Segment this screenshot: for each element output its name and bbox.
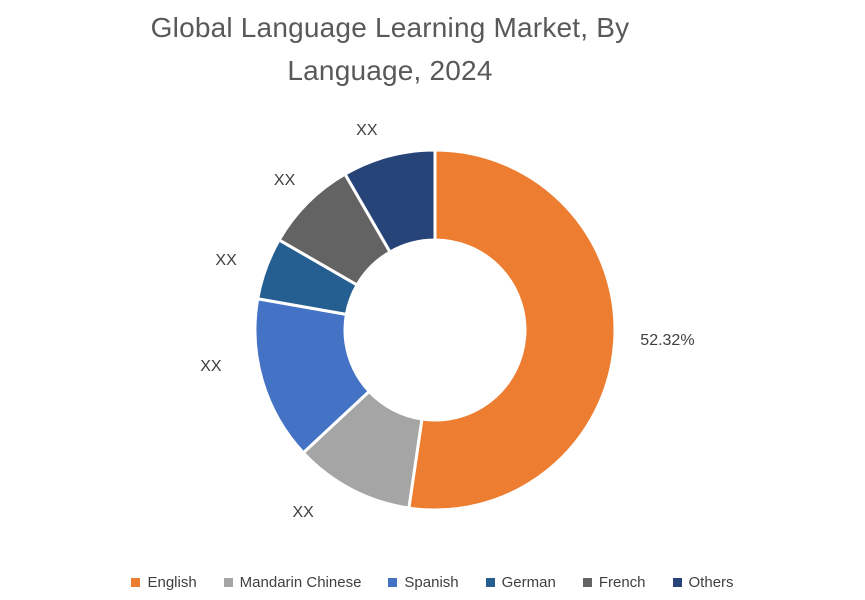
legend-item-mandarin-chinese: Mandarin Chinese	[223, 574, 362, 591]
slice-english	[407, 148, 617, 512]
legend-item-others: Others	[672, 574, 734, 591]
legend-swatch-french	[582, 578, 592, 587]
legend-item-spanish: Spanish	[388, 574, 459, 591]
legend-label: Others	[688, 574, 734, 591]
chart-title-line1: Global Language Learning Market, By	[150, 12, 630, 43]
data-label-mandarin-chinese: XX	[292, 504, 314, 522]
data-label-german: XX	[215, 251, 237, 269]
chart-title-line2: Language, 2024	[287, 55, 493, 86]
legend-item-english: English	[131, 574, 197, 591]
legend-swatch-mandarin-chinese	[223, 578, 233, 587]
chart-title: Global Language Learning Market, By Lang…	[0, 6, 780, 92]
legend-swatch-spanish	[388, 578, 398, 587]
data-label-english: 52.32%	[640, 331, 695, 349]
slice-others	[343, 148, 437, 254]
legend-item-french: French	[582, 574, 646, 591]
legend-label: German	[501, 574, 556, 591]
data-label-spanish: XX	[200, 357, 222, 375]
legend-label: French	[598, 574, 646, 591]
legend-label: Mandarin Chinese	[239, 574, 362, 591]
data-label-others: XX	[356, 122, 378, 140]
chart-legend: English Mandarin Chinese Spanish German Fren…	[0, 574, 865, 591]
legend-label: English	[147, 574, 197, 591]
legend-label: Spanish	[404, 574, 459, 591]
legend-item-german: German	[485, 574, 556, 591]
legend-swatch-others	[672, 578, 682, 587]
legend-swatch-english	[131, 578, 141, 587]
legend-swatch-german	[485, 578, 495, 587]
data-label-french: XX	[273, 171, 296, 189]
